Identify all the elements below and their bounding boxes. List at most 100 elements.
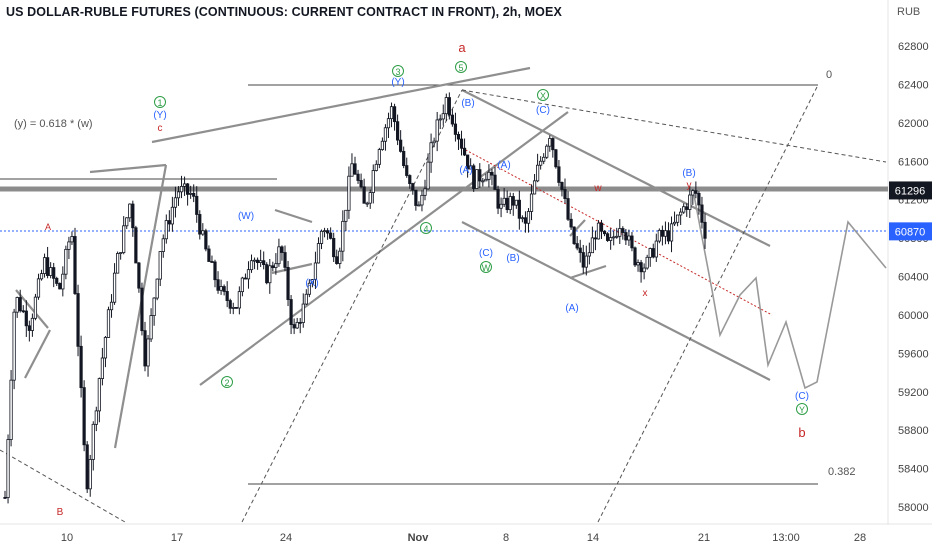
candle-body xyxy=(392,106,397,123)
candle-body xyxy=(609,237,613,241)
candle-body xyxy=(508,196,512,211)
candle-body xyxy=(298,321,302,324)
candle-body xyxy=(103,337,108,359)
time-tick-2: 24 xyxy=(280,532,292,544)
candle-body xyxy=(654,240,658,258)
candle-body xyxy=(529,193,534,212)
time-tick-3: Nov xyxy=(408,532,430,544)
candle-body xyxy=(569,218,573,228)
candle-body xyxy=(462,147,467,156)
candle-body xyxy=(91,423,95,460)
candle-body xyxy=(167,220,171,225)
candle-body xyxy=(179,185,184,193)
candle-body xyxy=(326,230,330,234)
candle-body xyxy=(170,206,174,225)
candle-body xyxy=(517,199,521,219)
candle-body xyxy=(447,97,451,116)
candle-body xyxy=(128,203,132,219)
candle-body xyxy=(606,233,610,241)
candle-body xyxy=(112,272,117,303)
candle-body xyxy=(426,161,430,190)
candle-body xyxy=(52,267,56,279)
candle-body xyxy=(79,345,83,389)
candle-body xyxy=(475,169,479,189)
time-tick-5: 14 xyxy=(587,532,599,544)
fib-label-0: 0 xyxy=(826,69,832,81)
candle-body xyxy=(189,192,193,195)
candle-body xyxy=(30,317,34,331)
trendlines xyxy=(15,66,771,449)
candle-body xyxy=(657,229,661,242)
candle-body xyxy=(249,260,254,271)
candle-body xyxy=(61,273,65,290)
price-axis[interactable]: 6280062400620006160061200608006040060000… xyxy=(898,41,929,514)
price-markers: 61296 60870 xyxy=(889,181,932,241)
candle-body xyxy=(322,230,327,233)
candle-body xyxy=(493,174,497,190)
candle-body xyxy=(411,183,415,191)
price-tick-9: 59200 xyxy=(898,387,929,399)
candle-body xyxy=(316,243,321,264)
time-axis[interactable]: 10 17 24 Nov 8 14 21 13:00 28 xyxy=(61,532,866,544)
svg-text:2: 2 xyxy=(224,378,229,388)
candle-body xyxy=(15,297,19,313)
time-tick-1: 17 xyxy=(171,532,183,544)
candle-body xyxy=(587,252,591,257)
candle-body xyxy=(231,306,235,309)
candle-body xyxy=(234,306,238,309)
candle-body xyxy=(368,192,372,204)
candle-body xyxy=(243,277,248,280)
candle-body xyxy=(542,156,546,162)
candle-body xyxy=(152,297,156,316)
candle-body xyxy=(274,263,278,268)
candle-body xyxy=(469,165,473,170)
candle-body xyxy=(359,180,363,188)
candle-body xyxy=(520,217,524,220)
candle-body xyxy=(639,262,643,273)
candle-body xyxy=(627,235,631,241)
candle-body xyxy=(539,160,543,166)
candle-body xyxy=(259,260,263,263)
candle-body xyxy=(551,138,555,151)
candle-body xyxy=(386,118,391,129)
candle-body xyxy=(636,262,640,266)
candle-body xyxy=(116,253,120,274)
svg-text:1: 1 xyxy=(157,98,162,108)
candle-body xyxy=(353,163,357,175)
candle-body xyxy=(122,225,126,253)
candle-body xyxy=(286,266,290,300)
candle-body xyxy=(329,232,333,239)
candle-body xyxy=(438,118,442,121)
candle-body xyxy=(679,211,683,216)
candle-body xyxy=(304,293,308,305)
currency-label: RUB xyxy=(897,6,921,18)
candle-body xyxy=(344,209,348,222)
candle-body xyxy=(210,261,214,263)
candle-body xyxy=(578,247,582,253)
candle-body xyxy=(176,191,181,199)
candle-body xyxy=(265,264,269,284)
candle-body xyxy=(204,230,208,250)
price-tick-1: 62400 xyxy=(898,79,929,91)
candle-body xyxy=(420,194,424,206)
candle-body xyxy=(228,300,232,309)
candle-body xyxy=(335,256,339,264)
candle-body xyxy=(262,260,266,266)
candle-body xyxy=(545,145,549,158)
price-series xyxy=(3,92,707,504)
candle-body xyxy=(648,248,652,258)
candle-body xyxy=(222,286,226,292)
candle-body xyxy=(666,230,671,242)
price-tick-0: 62800 xyxy=(898,41,929,53)
candle-body xyxy=(88,459,92,490)
candle-body xyxy=(58,283,62,290)
price-marker-label-1: 60870 xyxy=(895,226,926,238)
candle-body xyxy=(697,192,701,206)
candle-body xyxy=(432,140,436,144)
candle-body xyxy=(685,206,689,210)
candle-body xyxy=(365,202,369,205)
candle-body xyxy=(219,286,223,291)
candle-body xyxy=(536,164,540,182)
wave-labels: a 5 3 (Y) 1 (Y) c (W) (X) 2 4 (B) (A) (A… xyxy=(45,40,809,518)
